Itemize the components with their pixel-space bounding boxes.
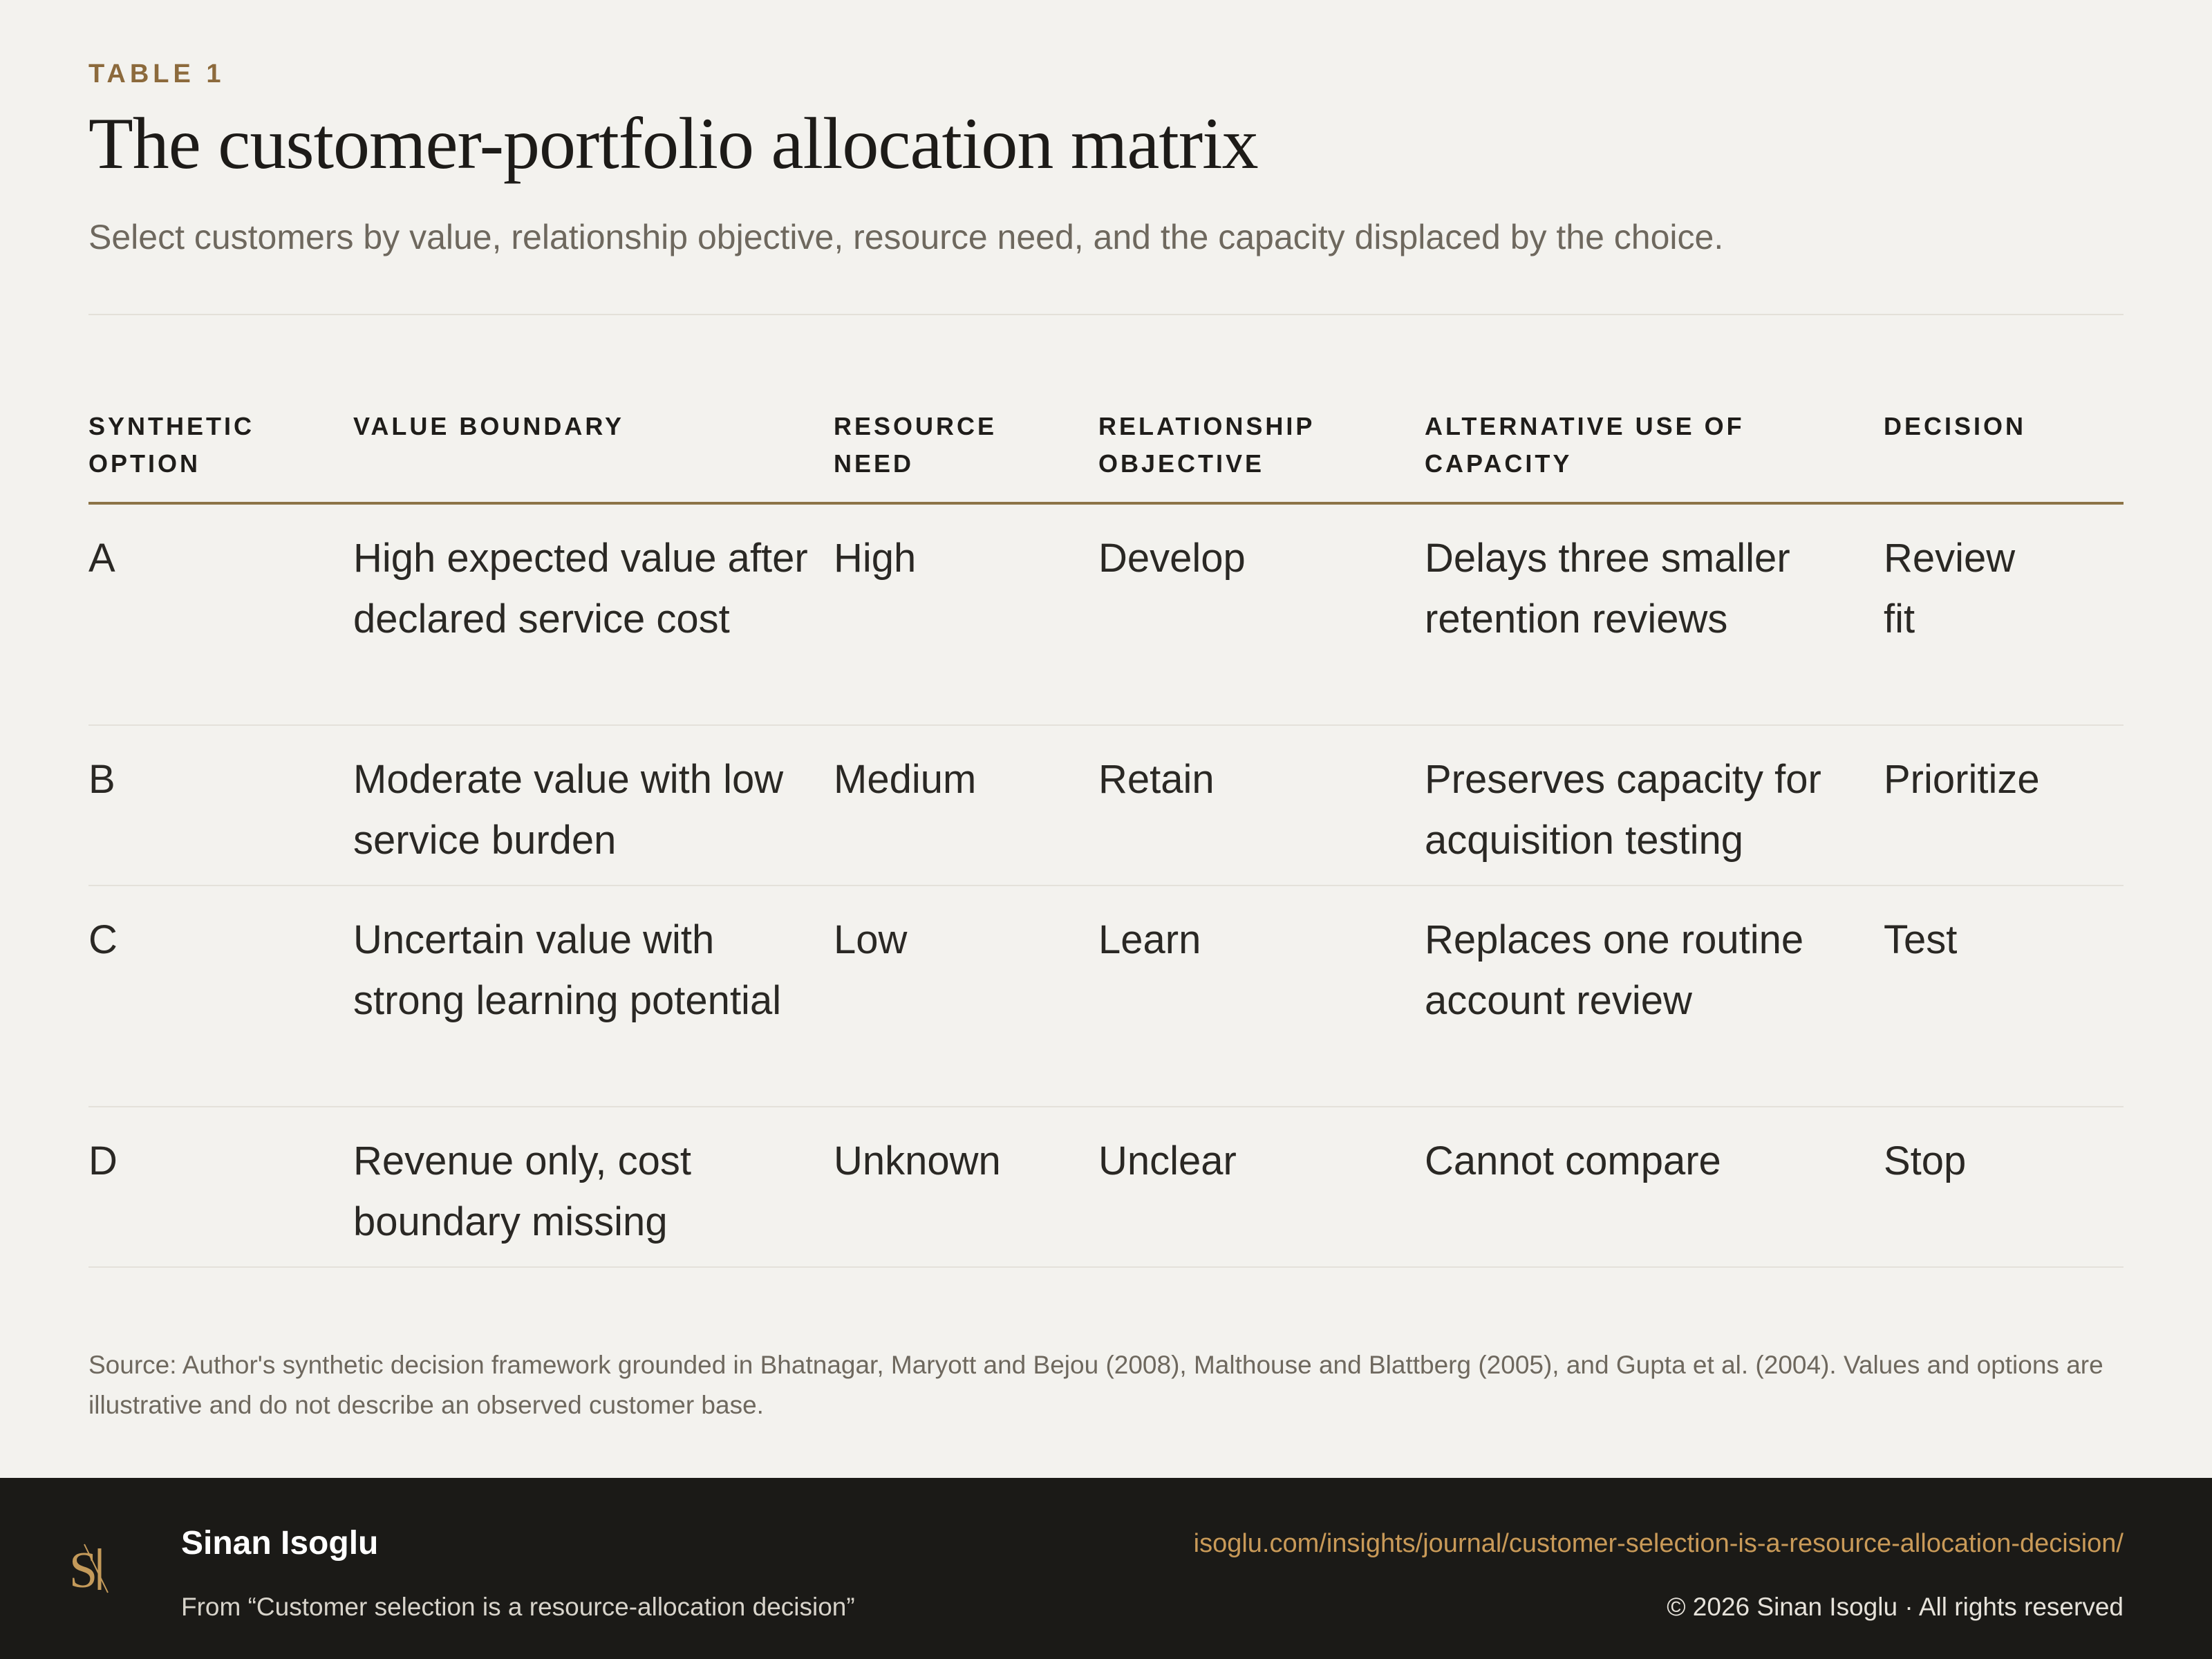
cell-option: D [88,1138,118,1183]
cell-resource-need: Medium [834,757,977,802]
header-divider [88,314,2124,315]
cell-relationship-objective: Retain [1098,757,1215,802]
cell-decision: Stop [1884,1138,1967,1183]
cell-relationship-objective: Learn [1098,917,1201,962]
table-row: D Revenue only, cost boundary missing Un… [88,1107,2124,1268]
page-subtitle: Select customers by value, relationship … [88,218,1724,256]
cell-alternative-use: Delays three smaller retention reviews [1425,536,1790,641]
author-name: Sinan Isoglu [181,1525,379,1562]
column-header-resource-need: RESOURCE NEED [834,412,997,478]
cell-option: C [88,917,118,962]
table-row: C Uncertain value with strong learning p… [88,886,2124,1107]
cell-resource-need: Unknown [834,1138,1001,1183]
footer: S Sinan Isoglu From “Customer selection … [0,1478,2212,1659]
cell-alternative-use: Preserves capacity for acquisition testi… [1425,757,1821,863]
cell-relationship-objective: Unclear [1098,1138,1237,1183]
cell-value-boundary: Revenue only, cost boundary missing [353,1138,691,1244]
column-header-relationship-objective: RELATIONSHIP OBJECTIVE [1098,412,1315,478]
cell-decision: Prioritize [1884,757,2040,802]
source-note: Source: Author's synthetic decision fram… [88,1351,2103,1419]
table-row: A High expected value after declared ser… [88,505,2124,726]
table-eyebrow: TABLE 1 [88,59,225,88]
cell-alternative-use: Replaces one routine account review [1425,917,1804,1023]
cell-value-boundary: Moderate value with low service burden [353,757,784,863]
page-title: The customer-portfolio allocation matrix [88,103,1259,184]
allocation-matrix-table: SYNTHETIC OPTION VALUE BOUNDARY RESOURCE… [88,408,2124,1268]
column-header-decision: DECISION [1884,412,2027,440]
si-monogram-logo: S [64,1536,119,1605]
cell-decision: Review fit [1884,536,2016,641]
article-url-link[interactable]: isoglu.com/insights/journal/customer-sel… [1193,1529,2124,1558]
column-header-value-boundary: VALUE BOUNDARY [353,412,625,440]
cell-option: A [88,536,115,581]
cell-value-boundary: Uncertain value with strong learning pot… [353,917,782,1023]
table-header-row: SYNTHETIC OPTION VALUE BOUNDARY RESOURCE… [88,408,2124,505]
cell-value-boundary: High expected value after declared servi… [353,536,808,641]
table-row: B Moderate value with low service burden… [88,726,2124,886]
cell-relationship-objective: Develop [1098,536,1246,581]
cell-alternative-use: Cannot compare [1425,1138,1721,1183]
article-reference: From “Customer selection is a resource-a… [181,1593,855,1621]
cell-decision: Test [1884,917,1958,962]
cell-resource-need: High [834,536,917,581]
copyright-notice: © 2026 Sinan Isoglu · All rights reserve… [1667,1593,2124,1621]
cell-option: B [88,757,115,802]
svg-text:S: S [69,1542,97,1599]
cell-resource-need: Low [834,917,908,962]
column-header-synthetic-option: SYNTHETIC OPTION [88,412,255,478]
column-header-alternative-use: ALTERNATIVE USE OF CAPACITY [1425,412,1745,478]
si-monogram-icon: S [69,1542,109,1599]
